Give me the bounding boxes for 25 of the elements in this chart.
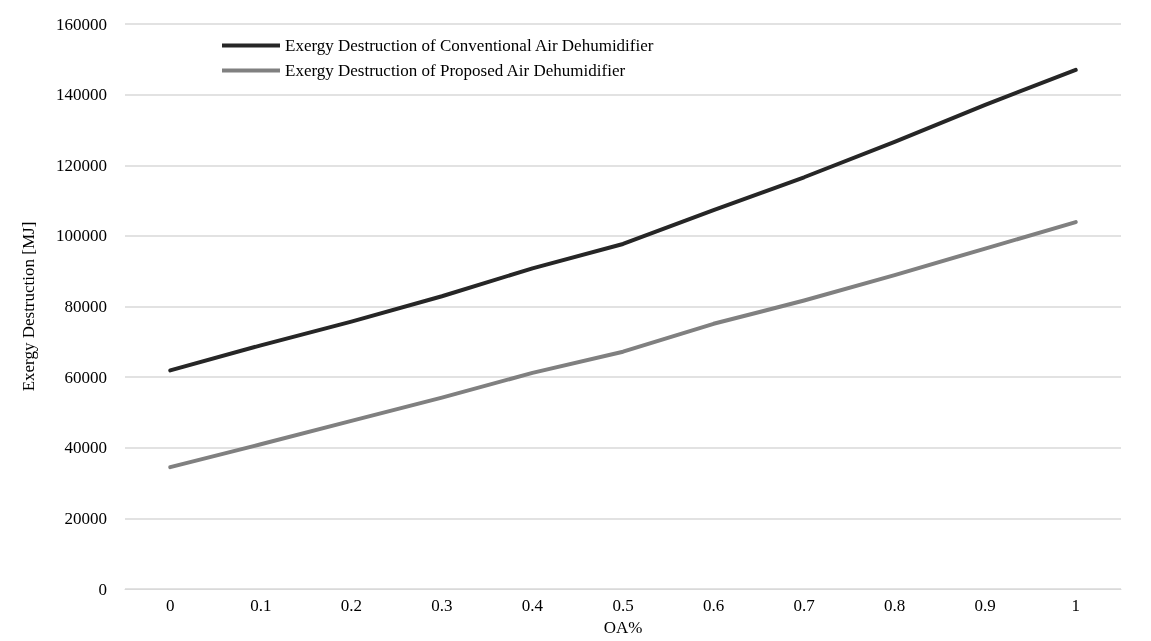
x-tick-label: 0.7: [793, 596, 816, 615]
x-tick-label: 0.8: [884, 596, 906, 615]
x-tick-label: 0.1: [250, 596, 272, 615]
y-tick-label: 120000: [56, 155, 107, 175]
line-series: [168, 220, 1078, 470]
y-tick-label: 140000: [56, 85, 107, 105]
x-tick-label: 0.9: [974, 596, 996, 615]
x-tick-label: 0: [166, 596, 175, 615]
x-tick-label: 1: [1071, 596, 1080, 615]
y-tick-label: 60000: [64, 367, 107, 387]
x-tick-label: 0.4: [521, 596, 544, 615]
x-axis-title: OA%: [603, 618, 643, 637]
legend-label: Exergy Destruction of Conventional Air Dehumidifier: [285, 36, 654, 55]
x-tick-label: 0.6: [702, 596, 725, 615]
y-tick-label: 20000: [64, 508, 107, 528]
y-tick-label: 40000: [64, 438, 107, 458]
x-tick-label: 0.3: [431, 596, 453, 615]
y-tick-label: 0: [98, 579, 107, 599]
x-tick-label: 0.2: [340, 596, 362, 615]
y-tick-label: 160000: [56, 14, 107, 34]
y-tick-label: 80000: [64, 297, 107, 316]
y-axis-title: Exergy Destruction [MJ]: [19, 221, 38, 392]
legend-label: Exergy Destruction of Proposed Air Dehumidifier: [285, 61, 626, 80]
y-tick-label: 100000: [56, 226, 107, 246]
x-tick-label: 0.5: [612, 596, 634, 615]
